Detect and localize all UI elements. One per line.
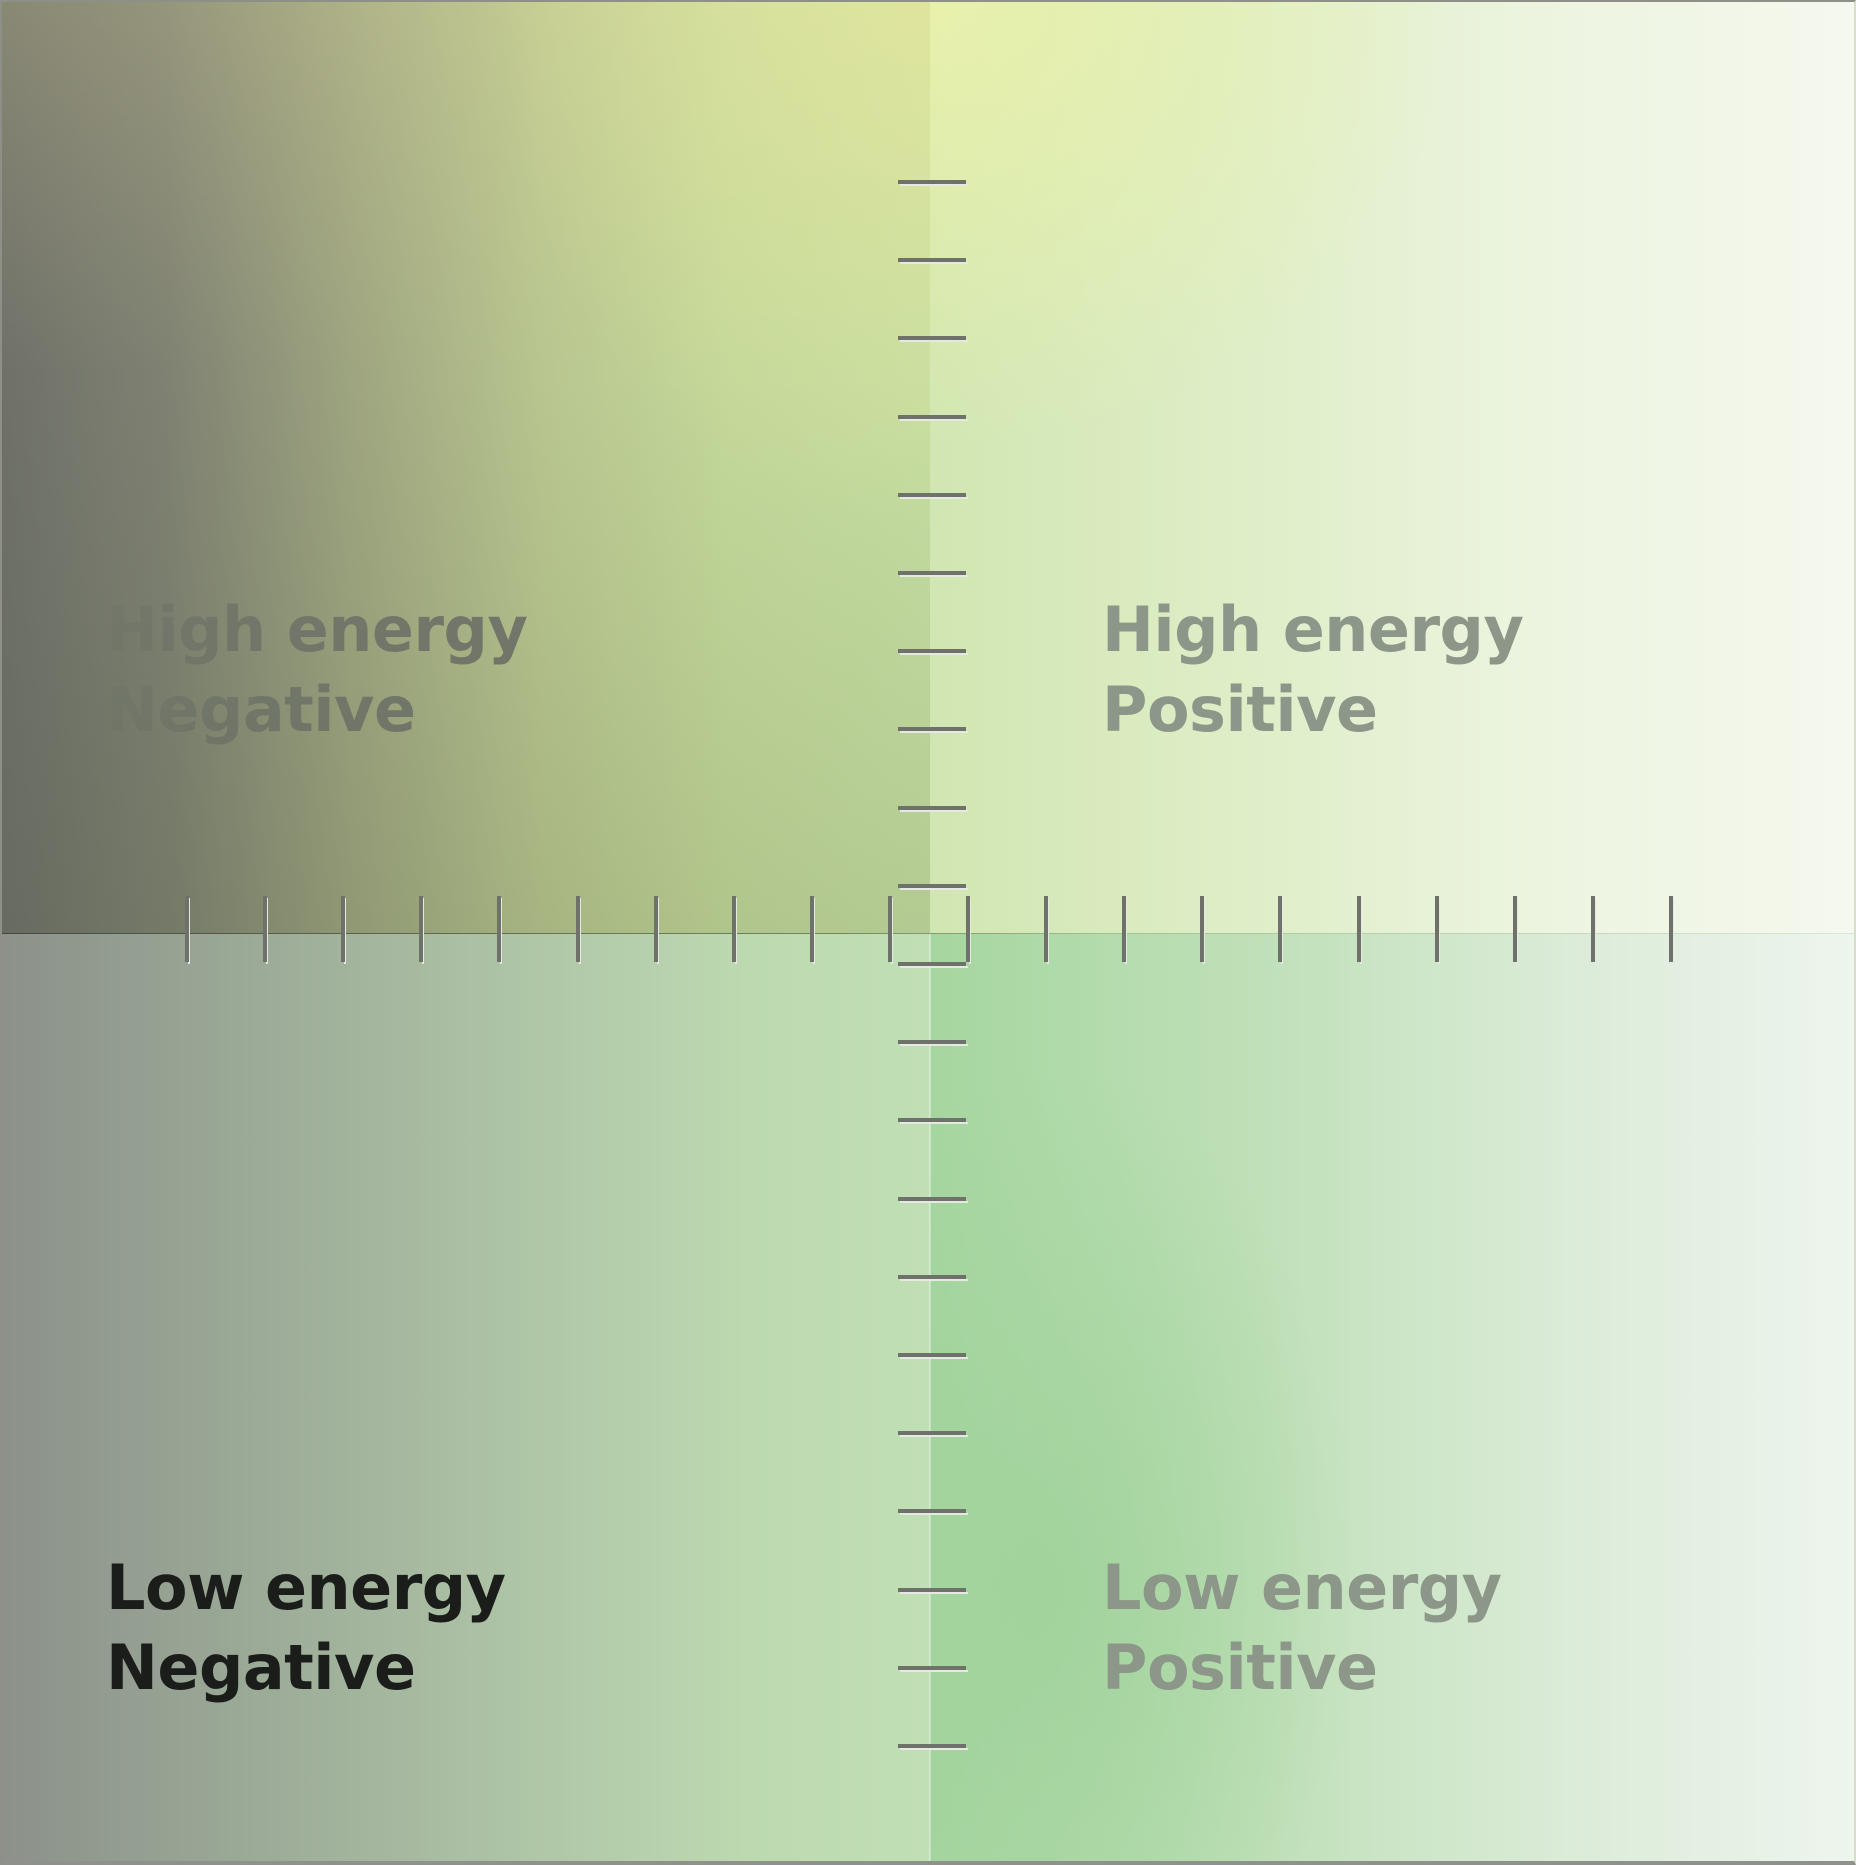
quadrant-energy-label: High energy (1102, 593, 1524, 666)
quadrant-energy-label: Low energy (106, 1551, 506, 1624)
quadrant-valence-label: Positive (1102, 1631, 1378, 1704)
quadrant-low-energy-negative[interactable]: Low energy Negative (2, 934, 930, 1861)
quadrant-valence-label: Negative (106, 1631, 416, 1704)
quadrant-high-energy-negative[interactable]: High energy Negative (2, 2, 930, 934)
quadrant-low-energy-positive[interactable]: Low energy Positive (930, 934, 1854, 1861)
quadrant-energy-label: Low energy (1102, 1551, 1502, 1624)
quadrant-label-low-energy-negative: Low energy Negative (106, 1548, 506, 1708)
quadrant-high-energy-positive[interactable]: High energy Positive (930, 2, 1854, 934)
quadrant-label-high-energy-positive: High energy Positive (1102, 590, 1524, 750)
vertical-axis-line (929, 934, 931, 1861)
quadrant-label-low-energy-positive: Low energy Positive (1102, 1548, 1502, 1708)
quadrant-valence-label: Positive (1102, 673, 1378, 746)
horizontal-axis-line (2, 933, 1854, 934)
